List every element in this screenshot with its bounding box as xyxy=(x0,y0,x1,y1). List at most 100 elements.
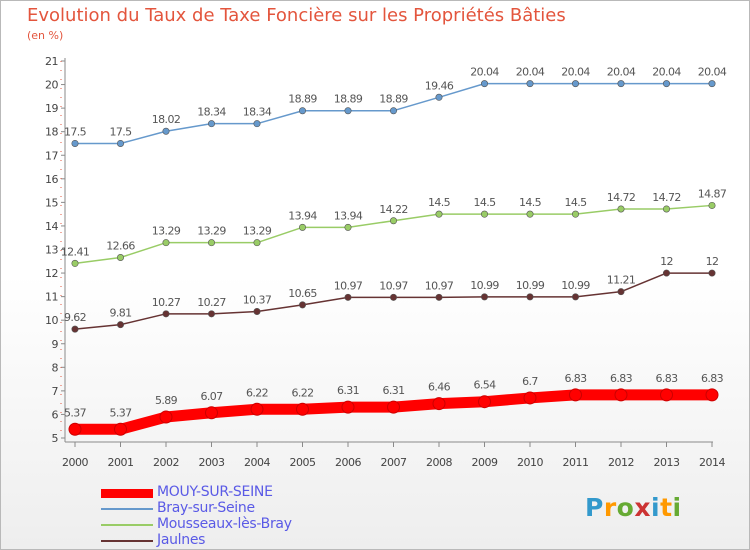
x-tick-label: 2011 xyxy=(563,456,589,469)
data-point xyxy=(617,80,625,88)
x-tick-label: 2002 xyxy=(153,456,179,469)
legend-label-jaulnes: Jaulnes xyxy=(157,532,206,548)
data-label: 6.83 xyxy=(564,372,587,385)
data-label: 6.22 xyxy=(291,386,313,399)
data-label: 10.99 xyxy=(561,279,590,292)
data-point xyxy=(435,210,443,218)
data-point xyxy=(480,293,488,301)
data-label: 6.83 xyxy=(701,372,724,385)
x-tick-label: 2000 xyxy=(62,456,88,469)
data-label: 11.21 xyxy=(607,274,636,287)
data-label: 12.41 xyxy=(61,245,90,258)
data-label: 10.97 xyxy=(334,279,363,292)
data-label: 5.89 xyxy=(155,394,178,407)
data-point xyxy=(114,422,127,436)
y-tick-label: 5 xyxy=(52,432,59,445)
data-label: 12.66 xyxy=(106,240,135,253)
data-label: 14.72 xyxy=(652,191,681,204)
data-point xyxy=(662,205,670,213)
x-tick-label: 2004 xyxy=(244,456,270,469)
data-point xyxy=(435,293,443,301)
data-label: 6.54 xyxy=(473,379,496,392)
data-label: 17.5 xyxy=(64,125,87,138)
x-tick-label: 2012 xyxy=(608,456,634,469)
data-label: 18.34 xyxy=(243,106,272,119)
data-label: 10.65 xyxy=(288,287,317,300)
data-label: 18.02 xyxy=(152,113,181,126)
data-point xyxy=(660,388,673,402)
logo-letter: i xyxy=(672,493,682,522)
logo-letter: t xyxy=(660,493,673,522)
data-label: 14.87 xyxy=(698,187,727,200)
data-label: 9.81 xyxy=(109,307,131,320)
x-tick-label: 2014 xyxy=(699,456,725,469)
data-point xyxy=(523,391,537,405)
y-tick-label: 7 xyxy=(52,385,59,398)
data-point xyxy=(68,422,82,436)
data-label: 14.5 xyxy=(428,196,451,209)
data-point xyxy=(159,410,173,424)
data-label: 6.31 xyxy=(337,384,359,397)
data-point xyxy=(205,406,218,420)
data-point xyxy=(253,120,261,128)
x-tick-label: 2005 xyxy=(290,456,316,469)
data-label: 13.29 xyxy=(197,225,226,238)
data-label: 14.5 xyxy=(473,196,496,209)
data-point xyxy=(253,307,261,315)
data-label: 10.99 xyxy=(516,279,545,292)
data-label: 12 xyxy=(660,255,673,268)
data-point xyxy=(617,288,625,296)
legend-label-mousseaux: Mousseaux-lès-Bray xyxy=(157,516,292,532)
data-point xyxy=(253,239,261,247)
data-label: 14.5 xyxy=(564,196,587,209)
data-point xyxy=(71,325,79,333)
logo-letter: x xyxy=(634,493,651,522)
data-label: 10.37 xyxy=(243,293,272,306)
data-label: 14.22 xyxy=(379,203,408,216)
data-point xyxy=(387,400,400,414)
y-tick-label: 21 xyxy=(45,55,58,68)
x-tick-label: 2009 xyxy=(472,456,498,469)
data-point xyxy=(571,210,579,218)
x-tick-label: 2008 xyxy=(426,456,452,469)
data-point xyxy=(708,80,716,88)
data-label: 20.04 xyxy=(516,66,545,79)
y-tick-label: 12 xyxy=(45,267,58,280)
data-label: 13.29 xyxy=(243,225,272,238)
y-tick-label: 18 xyxy=(45,126,58,139)
data-point xyxy=(705,388,719,402)
data-label: 13.94 xyxy=(288,209,317,222)
data-label: 6.07 xyxy=(200,390,223,403)
y-tick-label: 8 xyxy=(52,361,59,374)
data-label: 9.62 xyxy=(64,311,86,324)
data-label: 6.83 xyxy=(610,372,633,385)
data-label: 6.31 xyxy=(382,384,404,397)
data-point xyxy=(71,259,79,267)
data-label: 10.27 xyxy=(197,296,226,309)
data-point xyxy=(117,254,125,262)
data-point xyxy=(250,402,264,416)
data-label: 6.22 xyxy=(246,386,268,399)
data-point xyxy=(617,205,625,213)
x-tick-label: 2007 xyxy=(381,456,407,469)
data-point xyxy=(71,139,79,147)
data-point xyxy=(478,395,491,409)
data-point xyxy=(162,239,170,247)
data-point xyxy=(117,139,125,147)
data-point xyxy=(480,210,488,218)
legend-label-bray: Bray-sur-Seine xyxy=(157,500,255,516)
y-tick-label: 17 xyxy=(45,149,58,162)
data-point xyxy=(526,293,534,301)
data-point xyxy=(344,107,352,115)
y-tick-label: 14 xyxy=(45,220,58,233)
logo-letter: P xyxy=(585,493,604,522)
data-point xyxy=(208,120,216,128)
data-point xyxy=(571,80,579,88)
data-label: 20.04 xyxy=(698,66,727,79)
data-label: 18.89 xyxy=(288,93,317,106)
data-point xyxy=(435,93,443,101)
data-point xyxy=(208,239,216,247)
data-point xyxy=(344,293,352,301)
data-point xyxy=(117,321,125,329)
